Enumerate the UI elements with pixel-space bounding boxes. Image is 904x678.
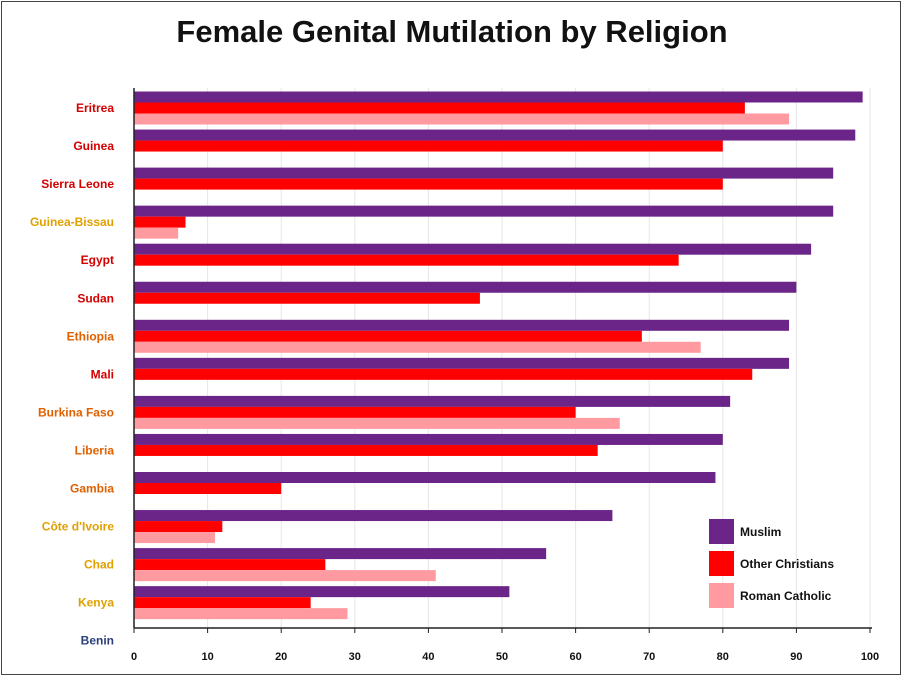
x-tick-label: 100 — [861, 651, 879, 663]
bar-muslim — [134, 548, 547, 560]
bar-other-christians — [134, 254, 679, 266]
category-label: Burkina Faso — [38, 405, 114, 419]
bar-other-christians — [134, 368, 753, 380]
axes — [133, 88, 872, 633]
x-tick-label: 70 — [643, 651, 655, 663]
bar-muslim — [134, 167, 834, 179]
x-tick-label: 10 — [201, 651, 213, 663]
bar-muslim — [134, 395, 731, 407]
bar-other-christians — [134, 140, 723, 152]
legend-label: Other Christians — [740, 557, 834, 571]
bar-muslim — [134, 205, 834, 217]
bar-roman-catholic — [134, 113, 790, 125]
category-label: Sudan — [77, 291, 114, 305]
category-label: Côte d'Ivoire — [42, 520, 115, 534]
legend-swatch — [709, 551, 734, 576]
x-tick-label: 50 — [496, 651, 508, 663]
category-label: Egypt — [81, 253, 114, 267]
category-label: Gambia — [70, 482, 114, 496]
bar-roman-catholic — [134, 227, 179, 239]
bar-other-christians — [134, 521, 223, 533]
x-tick-label: 0 — [131, 651, 137, 663]
bar-other-christians — [134, 406, 576, 418]
bar-muslim — [134, 91, 863, 103]
x-tick-label: 80 — [717, 651, 729, 663]
bar-other-christians — [134, 102, 745, 114]
category-label: Guinea-Bissau — [30, 215, 114, 229]
legend: Muslim Other Christians Roman Catholic — [709, 519, 834, 608]
chart-title: Female Genital Mutilation by Religion — [176, 14, 728, 49]
tick-labels: 0 10 20 30 40 50 60 70 80 90 100 — [131, 651, 879, 663]
x-tick-label: 90 — [790, 651, 802, 663]
legend-label: Roman Catholic — [740, 589, 832, 603]
legend-swatch — [709, 519, 734, 544]
x-tick-label: 40 — [422, 651, 434, 663]
category-label: Liberia — [75, 443, 115, 457]
bar-roman-catholic — [134, 532, 215, 544]
bar-other-christians — [134, 330, 642, 342]
category-label: Sierra Leone — [41, 177, 114, 191]
category-label: Chad — [84, 558, 114, 572]
category-label: Mali — [91, 367, 114, 381]
bar-muslim — [134, 472, 716, 483]
bar-other-christians — [134, 216, 186, 228]
bar-muslim — [134, 129, 856, 141]
category-label: Guinea — [73, 139, 114, 153]
bar-other-christians — [134, 559, 326, 571]
bar-roman-catholic — [134, 341, 701, 353]
category-labels: Eritrea Guinea Sierra Leone Guinea-Bissau Eg… — [30, 101, 114, 648]
legend-swatch — [709, 583, 734, 608]
bar-muslim — [134, 586, 510, 598]
bars — [134, 91, 863, 620]
bar-roman-catholic — [134, 570, 436, 582]
bar-muslim — [134, 433, 723, 445]
bar-roman-catholic — [134, 417, 620, 429]
category-label: Eritrea — [76, 101, 114, 115]
x-tick-label: 20 — [275, 651, 287, 663]
category-label: Ethiopia — [67, 329, 115, 343]
x-tick-label: 60 — [569, 651, 581, 663]
legend-label: Muslim — [740, 525, 781, 539]
bar-muslim — [134, 243, 812, 255]
bar-muslim — [134, 319, 790, 331]
bar-muslim — [134, 357, 790, 369]
category-label: Kenya — [78, 596, 114, 610]
bar-other-christians — [134, 483, 282, 494]
x-tick-label: 30 — [349, 651, 361, 663]
bar-other-christians — [134, 178, 723, 190]
bar-muslim — [134, 510, 613, 522]
bar-muslim — [134, 281, 797, 293]
bar-other-christians — [134, 597, 311, 609]
bar-other-christians — [134, 444, 598, 456]
category-label: Benin — [81, 634, 114, 648]
bar-roman-catholic — [134, 608, 348, 620]
bar-other-christians — [134, 292, 480, 304]
